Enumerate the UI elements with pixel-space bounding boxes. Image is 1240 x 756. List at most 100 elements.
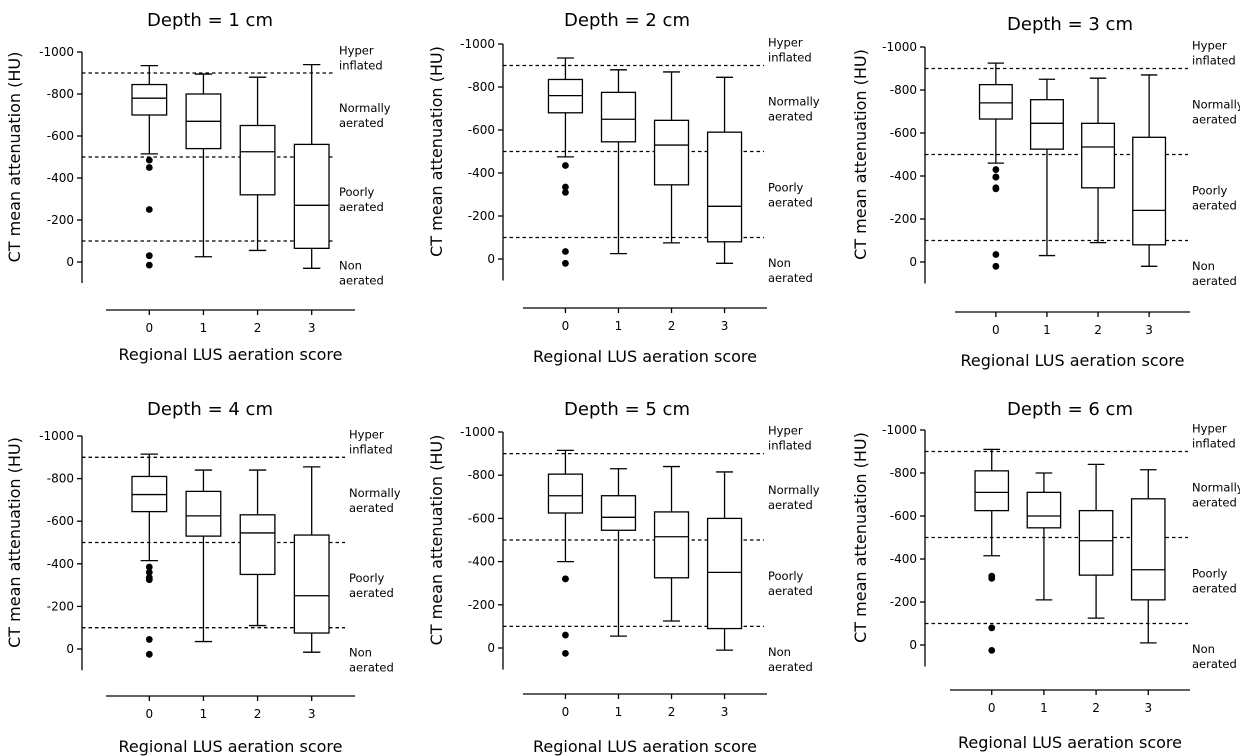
panel-depth-2: Depth = 2 cm CT mean attenuation (HU) Regi…	[427, 10, 820, 366]
zone-label-poor: Poorly	[349, 571, 385, 585]
box-iqr	[1081, 122, 1116, 189]
x-tick-label: 2	[1094, 323, 1102, 337]
box-score-3	[293, 466, 330, 653]
outlier-point	[992, 251, 1000, 258]
box-iqr	[653, 511, 690, 579]
y-axis-label: CT mean attenuation (HU)	[427, 46, 446, 257]
outlier-point	[145, 156, 153, 164]
y-tick-label: -600	[468, 511, 495, 525]
y-tick-label: -1000	[460, 425, 495, 439]
panel-depth-4: Depth = 4 cm CT mean attenuation (HU) Regi…	[5, 399, 401, 756]
box-score-3	[706, 76, 743, 264]
panel-depth-1: Depth = 1 cm CT mean attenuation (HU) Regi…	[5, 10, 391, 364]
panel-title: Depth = 2 cm	[564, 10, 690, 31]
box-iqr	[974, 470, 1010, 512]
box-score-2	[1078, 463, 1114, 619]
y-tick-label: -200	[47, 213, 74, 227]
outlier-point	[988, 624, 996, 632]
zone-label-non: Non	[1192, 259, 1215, 273]
box-iqr	[1026, 491, 1062, 529]
box-score-2	[239, 76, 276, 252]
x-axis-label: Regional LUS aeration score	[961, 351, 1185, 370]
box-iqr	[185, 490, 222, 537]
outlier-point	[145, 636, 153, 643]
box-score-0	[547, 449, 584, 657]
x-tick-label: 0	[992, 323, 1000, 337]
zone-label-poor: Poorly	[1192, 567, 1228, 581]
outlier-point	[562, 248, 569, 255]
x-tick-label: 3	[721, 705, 729, 719]
y-axis-label: CT mean attenuation (HU)	[427, 435, 446, 646]
panel-title: Depth = 1 cm	[147, 10, 273, 31]
x-tick-label: 0	[562, 319, 570, 333]
panel-title: Depth = 6 cm	[1007, 399, 1133, 420]
outlier-point	[145, 563, 153, 571]
box-score-1	[600, 69, 637, 255]
y-tick-label: -400	[468, 166, 495, 180]
y-axis-label: CT mean attenuation (HU)	[5, 52, 24, 263]
outlier-point	[145, 164, 153, 171]
y-tick-label: -200	[47, 599, 74, 613]
box-score-0	[974, 448, 1010, 654]
panel-depth-6: Depth = 6 cm CT mean attenuation (HU) Regi…	[851, 399, 1240, 752]
y-tick-label: -400	[47, 171, 74, 185]
box-score-1	[185, 469, 222, 643]
x-tick-label: 3	[1145, 323, 1153, 337]
panel-title: Depth = 4 cm	[147, 399, 273, 420]
y-tick-label: -600	[47, 514, 74, 528]
outlier-point	[145, 252, 153, 260]
box-iqr	[600, 495, 637, 531]
zone-label-non: Non	[349, 646, 372, 660]
x-tick-label: 2	[254, 707, 262, 721]
outlier-point	[562, 259, 569, 267]
y-tick-label: -800	[47, 87, 74, 101]
x-tick-label: 1	[1043, 323, 1051, 337]
box-score-3	[1132, 74, 1167, 267]
outlier-point	[145, 650, 153, 658]
box-iqr	[600, 91, 637, 143]
zone-label-non: aerated	[768, 271, 813, 285]
zone-label-non: aerated	[1192, 274, 1237, 288]
box-score-0	[978, 62, 1013, 270]
zone-label-hyper: inflated	[768, 438, 812, 452]
y-tick-label: -200	[890, 212, 917, 226]
zone-label-non: aerated	[349, 661, 394, 675]
zone-label-normal: Normally	[768, 483, 820, 497]
y-tick-label: -600	[890, 509, 917, 523]
y-tick-label: -800	[47, 472, 74, 486]
outlier-point	[562, 183, 569, 191]
y-tick-label: 0	[487, 252, 495, 266]
box-score-3	[293, 63, 330, 269]
y-tick-label: -400	[468, 555, 495, 569]
x-tick-label: 0	[988, 701, 996, 715]
x-tick-label: 0	[145, 321, 153, 335]
box-iqr	[131, 83, 168, 116]
panel-title: Depth = 5 cm	[564, 399, 690, 420]
outlier-point	[145, 206, 153, 213]
zone-label-non: Non	[768, 645, 791, 659]
box-iqr	[293, 143, 330, 249]
outlier-point	[562, 188, 569, 196]
y-axis-label: CT mean attenuation (HU)	[851, 49, 870, 260]
zone-label-poor: Poorly	[1192, 184, 1228, 198]
y-tick-label: 0	[487, 641, 495, 655]
zone-label-normal: Normally	[339, 101, 391, 115]
x-tick-label: 3	[308, 321, 316, 335]
box-iqr	[1029, 99, 1064, 150]
outlier-point	[988, 574, 996, 582]
y-tick-label: -800	[468, 80, 495, 94]
box-score-1	[185, 73, 222, 258]
zone-label-hyper: Hyper	[1192, 421, 1227, 435]
zone-label-poor: Poorly	[768, 181, 804, 195]
box-score-0	[131, 65, 168, 269]
x-tick-label: 0	[145, 707, 153, 721]
zone-label-normal: aerated	[768, 498, 813, 512]
x-tick-label: 1	[1040, 701, 1048, 715]
x-tick-label: 3	[1144, 701, 1152, 715]
outlier-point	[992, 166, 1000, 173]
box-score-0	[131, 453, 168, 658]
box-score-1	[1029, 78, 1064, 257]
zone-label-poor: aerated	[339, 200, 384, 214]
x-tick-label: 2	[668, 705, 676, 719]
